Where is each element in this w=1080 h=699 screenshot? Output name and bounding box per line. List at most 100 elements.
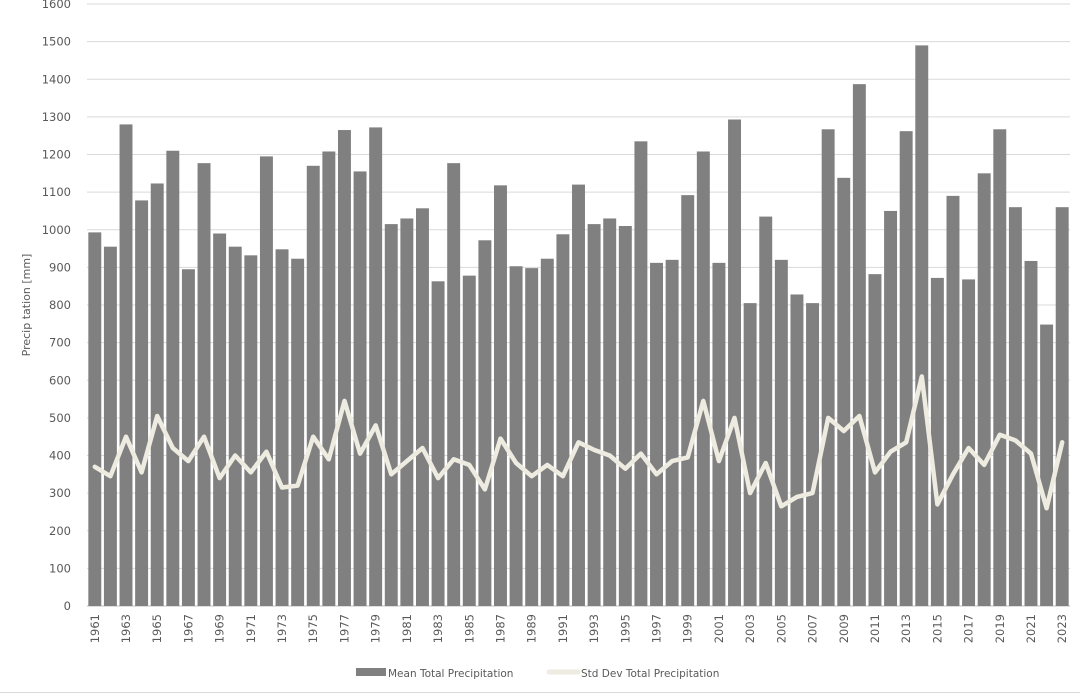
bar-2001: [712, 263, 725, 606]
bar-2016: [947, 196, 960, 606]
x-tick-label: 1977: [337, 614, 351, 643]
bar-2006: [790, 294, 803, 606]
bar-1988: [510, 266, 523, 606]
bar-1996: [634, 141, 647, 606]
bar-1969: [213, 234, 226, 606]
bar-2011: [868, 274, 881, 606]
bar-1973: [276, 249, 289, 606]
x-tick-label: 1991: [556, 614, 570, 643]
y-tick-label: 1000: [42, 223, 71, 237]
bar-2019: [993, 129, 1006, 606]
y-axis-ticks: 0100200300400500600700800900100011001200…: [42, 0, 71, 613]
bar-1962: [104, 247, 117, 606]
bar-2021: [1025, 261, 1038, 606]
x-tick-label: 2023: [1055, 614, 1069, 643]
bar-2002: [728, 120, 741, 606]
bar-1986: [478, 240, 491, 606]
bar-2010: [853, 84, 866, 606]
x-tick-label: 2003: [743, 614, 757, 643]
x-tick-label: 2015: [930, 614, 944, 643]
x-tick-label: 1983: [431, 614, 445, 643]
x-tick-label: 2007: [806, 614, 820, 643]
bar-1976: [322, 151, 335, 606]
y-tick-label: 100: [49, 561, 71, 575]
x-tick-label: 1967: [181, 614, 195, 643]
bar-2022: [1040, 325, 1053, 606]
legend: Mean Total Precipitation Std Dev Total P…: [356, 668, 719, 680]
bar-1994: [603, 218, 616, 606]
y-tick-label: 900: [49, 260, 71, 274]
y-tick-label: 500: [49, 411, 71, 425]
bar-1979: [369, 127, 382, 606]
bar-1963: [120, 124, 133, 606]
x-tick-label: 1969: [213, 614, 227, 643]
y-tick-label: 1500: [42, 35, 71, 49]
x-tick-label: 1965: [150, 614, 164, 643]
bar-2017: [962, 279, 975, 606]
x-tick-label: 1961: [88, 614, 102, 643]
bar-2014: [915, 45, 928, 606]
bar-1985: [463, 276, 476, 606]
x-tick-label: 1993: [587, 614, 601, 643]
bar-2004: [759, 217, 772, 606]
y-tick-label: 200: [49, 524, 71, 538]
bar-1961: [88, 232, 101, 606]
x-tick-label: 1999: [681, 614, 695, 643]
y-tick-label: 1600: [42, 0, 71, 11]
bar-1984: [447, 163, 460, 606]
x-tick-label: 1975: [306, 614, 320, 643]
x-tick-label: 2009: [837, 614, 851, 643]
bar-1977: [338, 130, 351, 606]
y-axis-label: Precip tation [mm]: [20, 254, 33, 357]
bar-2013: [900, 131, 913, 606]
x-tick-label: 2019: [993, 614, 1007, 643]
bar-1982: [416, 208, 429, 606]
x-tick-label: 2011: [868, 614, 882, 643]
bar-1974: [291, 259, 304, 606]
bar-1964: [135, 200, 148, 606]
x-tick-label: 1987: [493, 614, 507, 643]
legend-swatch-mean: [356, 668, 386, 676]
bar-1991: [556, 234, 569, 606]
y-tick-label: 600: [49, 373, 71, 387]
y-tick-label: 1200: [42, 148, 71, 162]
bar-1989: [525, 268, 538, 606]
x-tick-label: 1981: [400, 614, 414, 643]
bar-1971: [244, 255, 257, 606]
bar-2000: [697, 151, 710, 606]
bottom-border: [0, 692, 1080, 693]
bar-1967: [182, 269, 195, 606]
y-tick-label: 300: [49, 486, 71, 500]
bar-1978: [354, 171, 367, 606]
bar-1966: [166, 151, 179, 606]
bar-2015: [931, 278, 944, 606]
bar-2020: [1009, 207, 1022, 606]
x-tick-label: 2005: [774, 614, 788, 643]
x-tick-label: 1971: [244, 614, 258, 643]
bar-1975: [307, 166, 320, 606]
bar-1970: [229, 247, 242, 606]
bar-1998: [666, 260, 679, 606]
bar-1992: [572, 185, 585, 606]
bar-1972: [260, 156, 273, 606]
x-tick-label: 1995: [618, 614, 632, 643]
bar-2005: [775, 260, 788, 606]
x-tick-label: 1979: [369, 614, 383, 643]
bar-2009: [837, 178, 850, 606]
bar-2007: [806, 303, 819, 606]
y-tick-label: 1100: [42, 185, 71, 199]
x-tick-label: 1989: [525, 614, 539, 643]
x-tick-label: 1985: [462, 614, 476, 643]
bar-1965: [151, 183, 164, 606]
y-tick-label: 800: [49, 298, 71, 312]
bar-1981: [400, 218, 413, 606]
bar-2018: [978, 173, 991, 606]
bar-1980: [385, 224, 398, 606]
bar-1997: [650, 263, 663, 606]
x-tick-label: 2021: [1024, 614, 1038, 643]
legend-label-mean: Mean Total Precipitation: [388, 668, 513, 680]
bar-1995: [619, 226, 632, 606]
bar-1999: [681, 195, 694, 606]
